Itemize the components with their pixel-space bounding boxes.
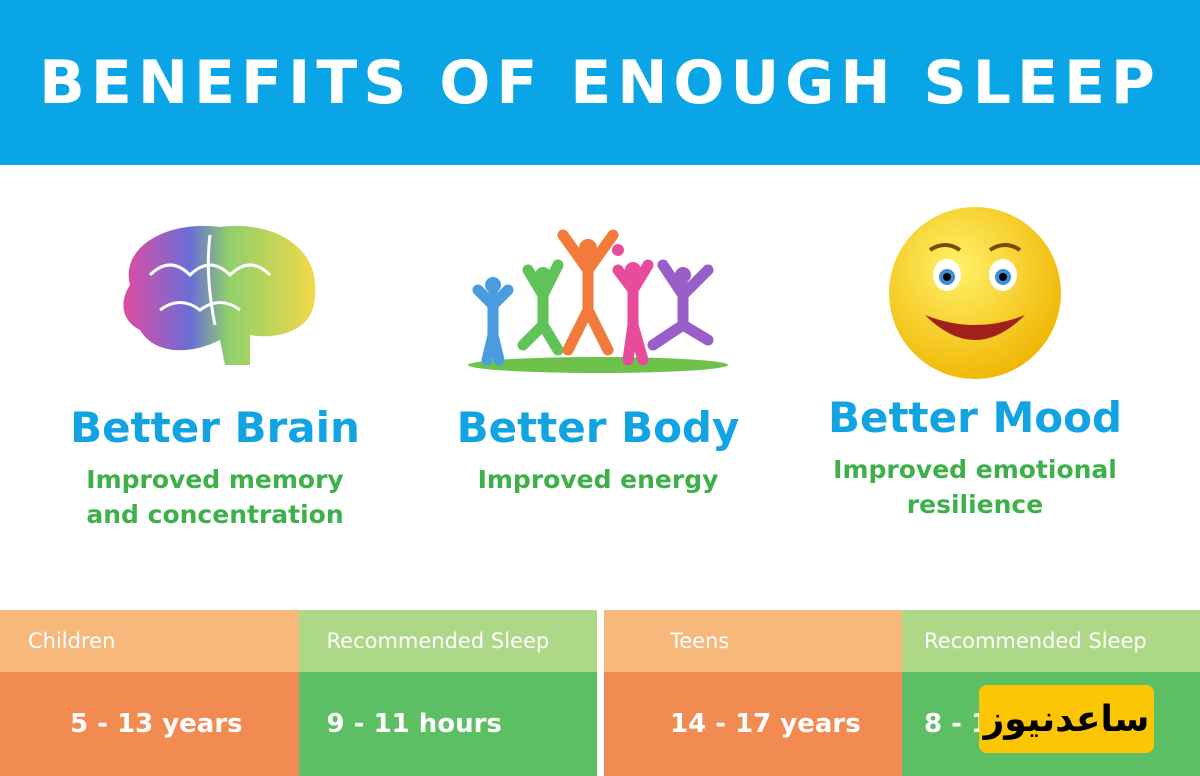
benefit-brain: Better Brain Improved memory and concentr… xyxy=(25,215,405,532)
page-title: BENEFITS OF ENOUGH SLEEP xyxy=(39,47,1161,118)
brain-icon xyxy=(123,225,316,365)
benefit-description: resilience xyxy=(906,490,1044,519)
sleep-hours: 9 - 11 hours xyxy=(298,672,597,776)
sleep-header: Recommended Sleep xyxy=(902,610,1200,672)
benefit-heading: Better Brain xyxy=(70,403,360,452)
header-banner: BENEFITS OF ENOUGH SLEEP xyxy=(0,0,1200,165)
jumping-people-icon xyxy=(468,229,728,373)
benefit-mood: Better Mood Improved emotional resilience xyxy=(785,207,1165,522)
children-sleep-table: Children Recommended Sleep 5 - 13 years … xyxy=(0,610,597,776)
watermark-logo: ساعدنیوز xyxy=(979,685,1154,753)
age-range: 5 - 13 years xyxy=(0,672,299,776)
age-range: 14 - 17 years xyxy=(604,672,902,776)
group-header: Teens xyxy=(604,610,902,672)
benefit-description: Improved energy xyxy=(477,465,719,494)
benefit-description: Improved emotional xyxy=(833,455,1117,484)
group-header: Children xyxy=(0,610,299,672)
smiley-face-icon xyxy=(889,207,1061,379)
benefit-body: Better Body Improved energy xyxy=(408,215,788,497)
sleep-header: Recommended Sleep xyxy=(298,610,597,672)
benefit-heading: Better Body xyxy=(456,403,740,452)
benefit-heading: Better Mood xyxy=(827,393,1123,442)
benefit-description: and concentration xyxy=(86,500,344,529)
benefit-description: Improved memory xyxy=(86,465,344,494)
